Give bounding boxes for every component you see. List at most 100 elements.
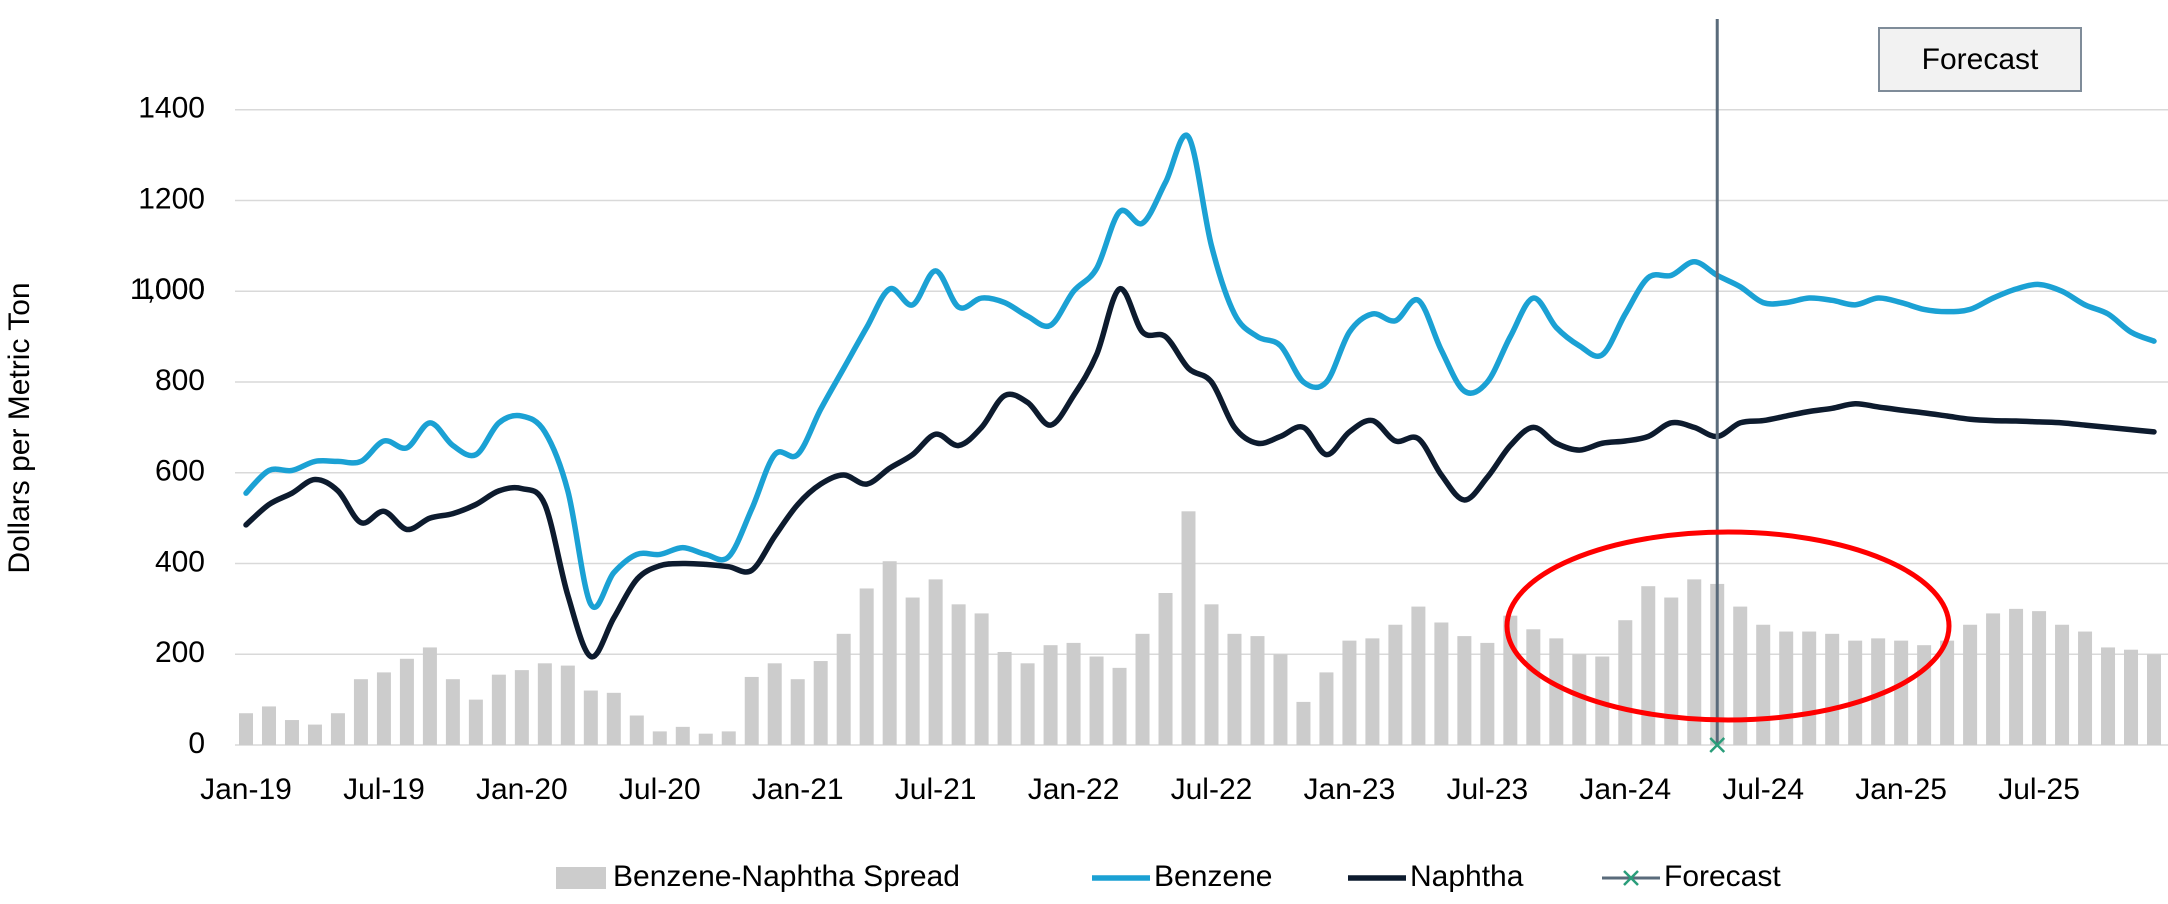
bar [606,692,621,745]
x-tick-label: Jan-23 [1304,773,1396,806]
bar [1388,624,1403,745]
bar [882,561,897,745]
legend-marker [1623,870,1639,886]
bar [790,679,805,745]
bar [675,726,690,745]
bar [239,713,253,745]
bar [1043,645,1058,745]
annotation-box [1878,27,2082,92]
bar [1940,640,1955,745]
bar [284,720,299,745]
bar [744,676,759,745]
y-tick-label: 600 [155,455,205,488]
annotation-text: Forecast [1922,43,2039,76]
bar [1250,636,1265,745]
bar [399,658,414,745]
x-tick-label: Jul-23 [1446,773,1528,806]
x-tick-label: Jan-25 [1855,773,1947,806]
bar [2032,611,2047,745]
bar [1825,633,1840,745]
bar [1457,636,1472,745]
bar [1158,592,1173,745]
bar [905,597,920,745]
bar [1871,638,1886,745]
forecast-marker [1709,737,1726,753]
bar [974,613,989,745]
bar [2147,654,2161,745]
bar [560,665,575,745]
bar [629,715,644,745]
x-tick-label: Jul-19 [343,773,425,806]
x-tick-label: Jan-20 [476,773,568,806]
bar [1848,640,1863,745]
bar [1687,579,1702,745]
bar [1204,604,1219,745]
x-tick-label: Jul-22 [1171,773,1253,806]
bar [422,647,437,745]
bar [1802,631,1817,745]
bar [1089,656,1104,745]
bar [1618,620,1633,745]
x-tick-label: Jan-21 [752,773,844,806]
bar [1365,638,1380,745]
bar [1181,511,1196,745]
bar [698,733,713,745]
bar [767,663,782,745]
bar [537,663,552,745]
bar [1986,613,2001,745]
bar [307,724,322,745]
bar [928,579,943,745]
bar [1227,633,1242,745]
bar [261,706,276,745]
bar [2124,649,2139,745]
bar [997,651,1012,745]
bar [468,699,483,745]
bar [1549,638,1564,745]
bar [1112,667,1127,745]
bar [2009,608,2024,745]
bar [514,670,529,745]
x-tick-label: Jan-24 [1579,773,1671,806]
bar [2055,624,2070,745]
y-tick-label: 200 [155,636,205,669]
y-tick-label: 800 [155,364,205,397]
y-tick-label: 1,000 [130,273,205,306]
bar [1480,642,1495,745]
bar [2101,647,2116,745]
x-tick-label: Jul-25 [1998,773,2080,806]
x-tick-label: Jan-22 [1028,773,1120,806]
bar [1917,645,1932,745]
bar [1963,624,1978,745]
legend-label: Benzene-Naphtha Spread [613,860,960,893]
bar [859,588,874,745]
line-series [243,132,2157,610]
y-tick-label: 1400 [138,92,205,125]
bar [445,679,460,745]
bar [353,679,368,745]
bar [583,690,598,745]
bar [2078,631,2093,745]
bar [1342,640,1357,745]
highlight-ellipse [1504,529,1952,723]
bar [1664,597,1679,745]
line-series [243,286,2157,660]
bar [1273,654,1288,745]
legend-swatch [556,867,606,889]
bar [951,604,966,745]
legend-label: Naphtha [1410,860,1524,893]
x-tick-label: Jul-24 [1722,773,1804,806]
bar [652,731,667,745]
bar [836,633,851,745]
y-tick-label: 1000 [138,273,205,306]
bar [813,661,828,745]
x-tick-label: Jul-20 [619,773,701,806]
bar [1641,586,1656,745]
bar [1572,654,1587,745]
x-tick-label: Jan-19 [200,773,292,806]
bar [721,731,736,745]
bar [1411,606,1426,745]
y-tick-label: 1200 [138,182,205,215]
bar [1756,624,1771,745]
legend-label: Forecast [1664,860,1781,893]
